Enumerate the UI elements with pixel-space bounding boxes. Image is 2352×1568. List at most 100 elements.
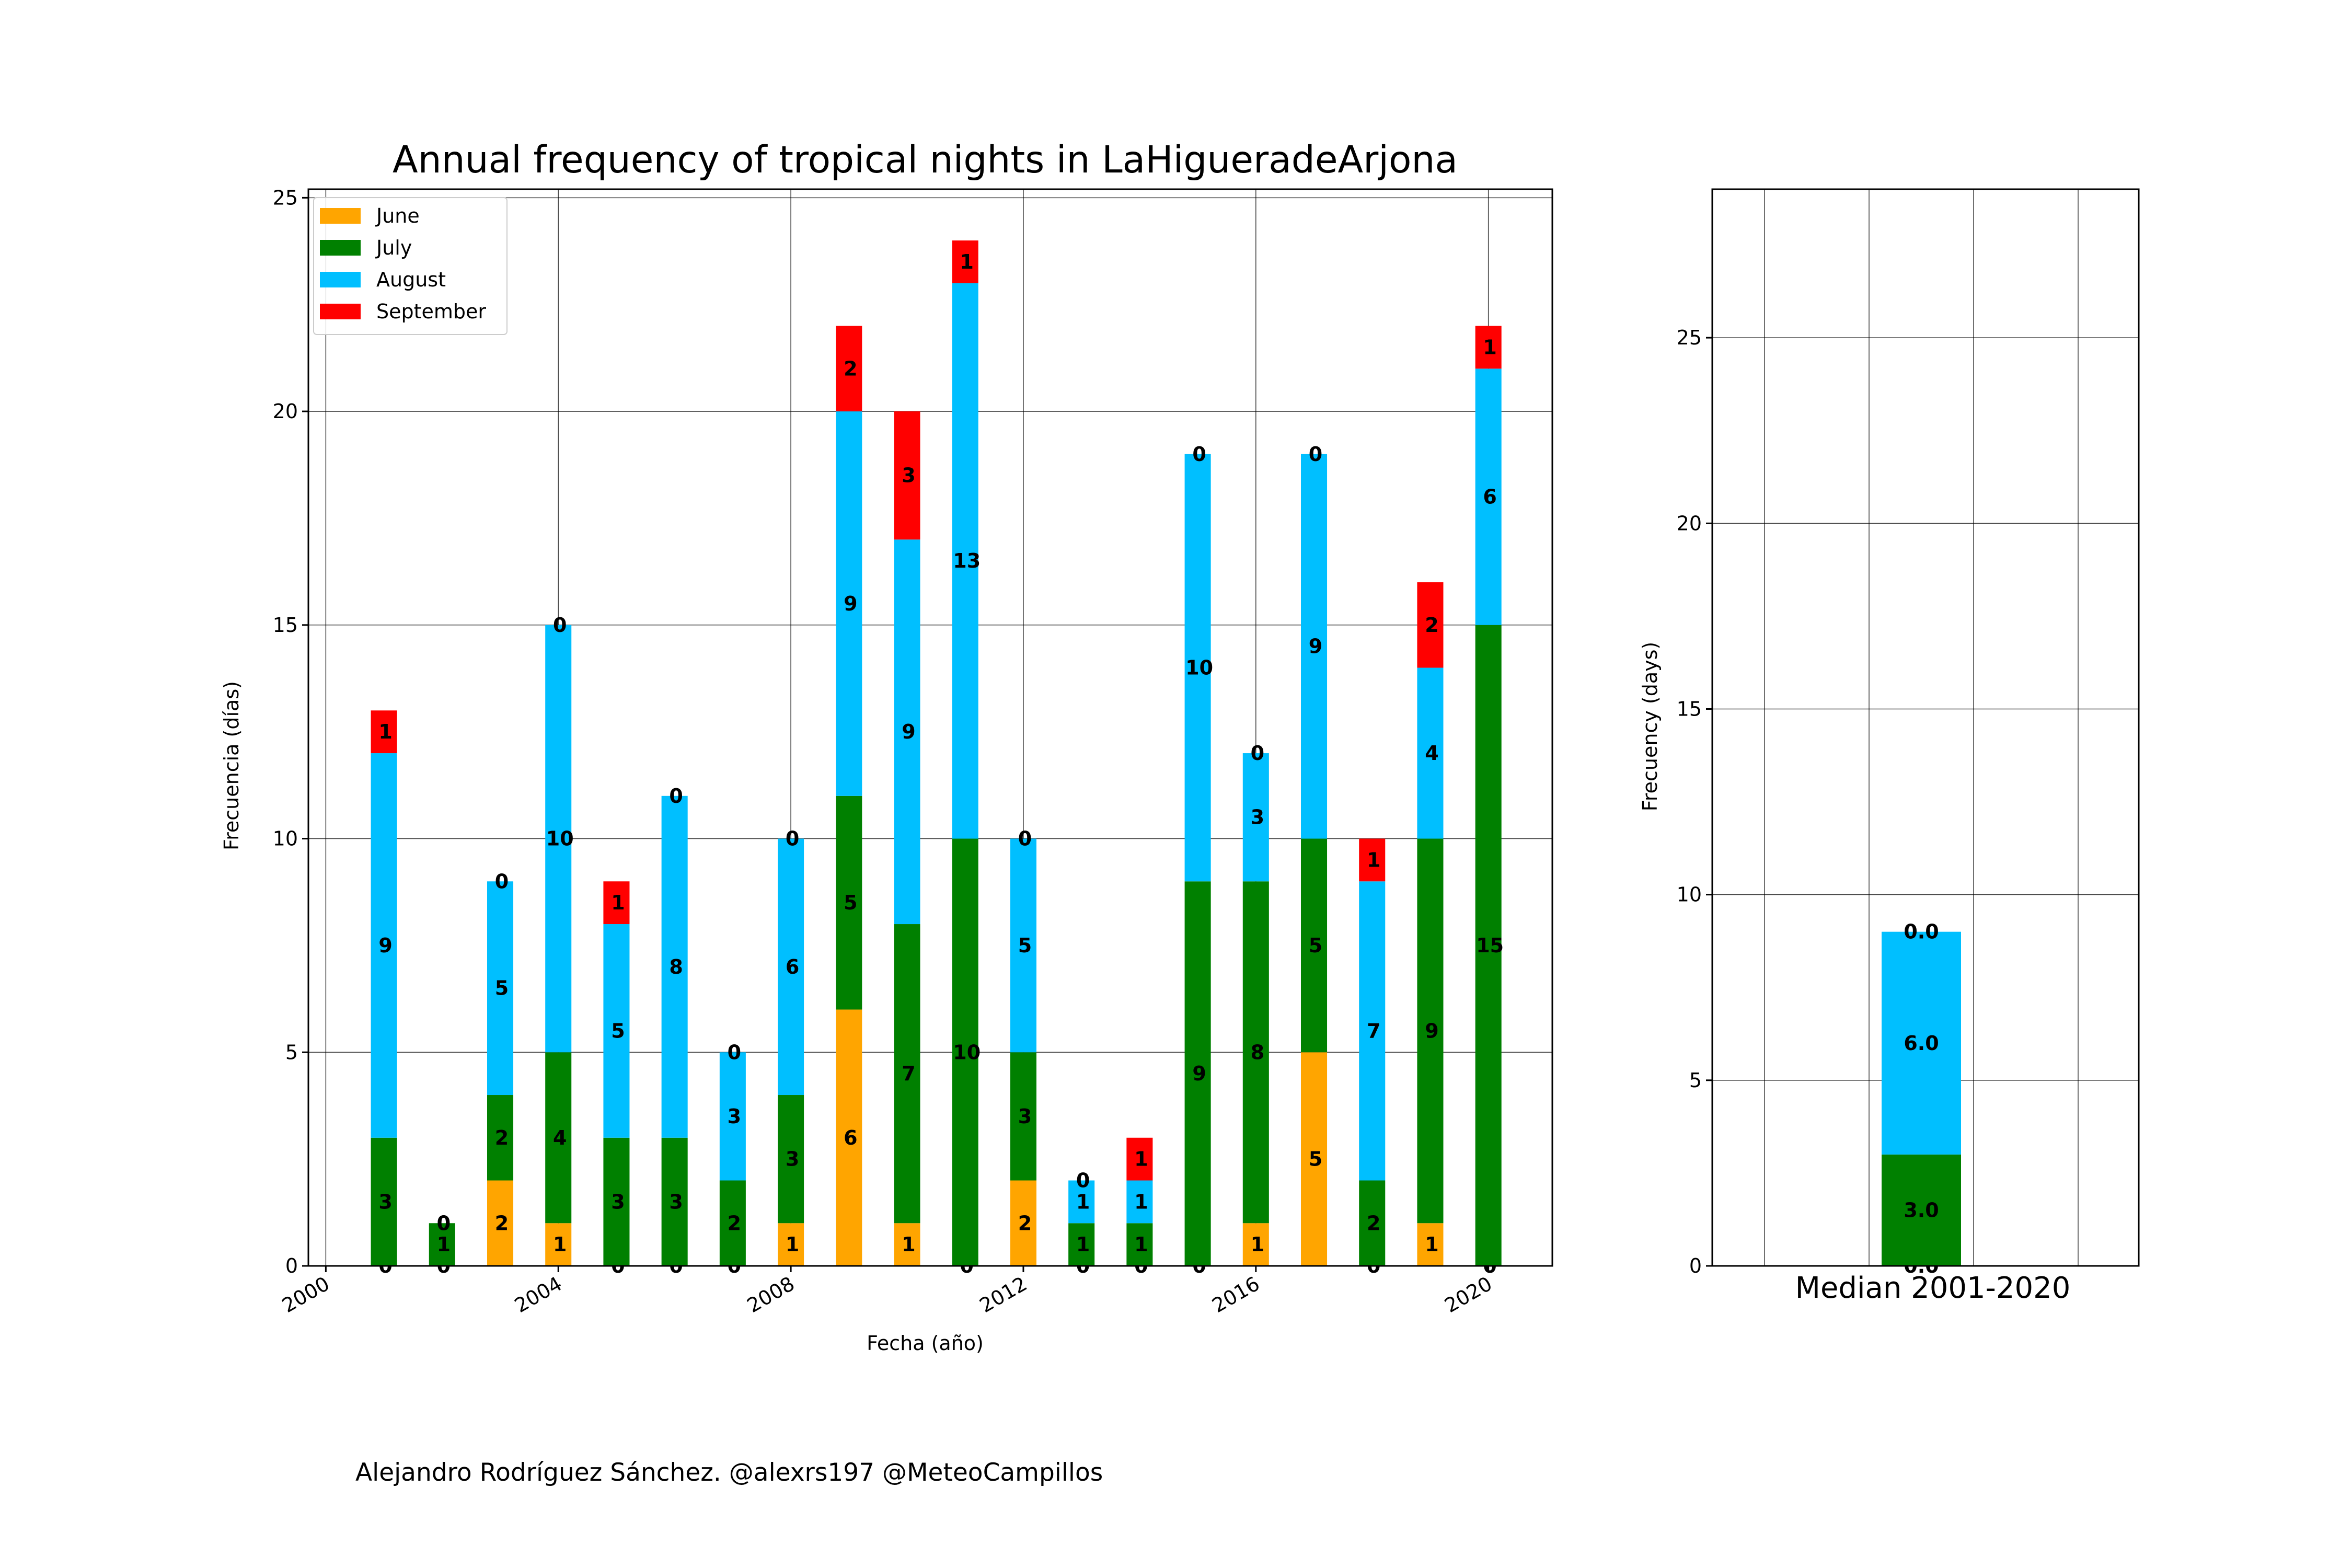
bar-segment-june-2017 — [1300, 1052, 1328, 1266]
bar-segment-september-2009 — [836, 326, 862, 412]
legend-label-june: June — [375, 204, 420, 227]
x-tick-label: 2012 — [976, 1272, 1031, 1317]
data-label: 6 — [844, 1126, 857, 1149]
data-label: 1 — [553, 1233, 567, 1256]
data-label: 2 — [1367, 1212, 1380, 1235]
data-label: 10 — [1185, 656, 1213, 679]
bar-segment-september-2019 — [1417, 582, 1444, 668]
bar-segment-july-2007 — [719, 1180, 746, 1266]
x-tick-label: 2008 — [743, 1272, 799, 1317]
x-tick-label: 2016 — [1208, 1272, 1264, 1317]
data-label: 3 — [669, 1190, 683, 1213]
credit-text: Alejandro Rodríguez Sánchez. @alexrs197 … — [355, 1458, 1103, 1487]
data-label: 3 — [1018, 1105, 1032, 1128]
data-label: 5 — [495, 977, 509, 1000]
median-data-label: 3.0 — [1904, 1198, 1939, 1221]
bar-segment-september-2018 — [1359, 838, 1386, 882]
data-label: 0 — [1251, 742, 1264, 765]
legend-label-august: August — [376, 268, 446, 291]
data-label: 6 — [1483, 486, 1496, 509]
data-label: 6 — [786, 955, 799, 978]
data-label: 7 — [1367, 1019, 1380, 1042]
x-tick-label: 2000 — [278, 1272, 333, 1317]
bar-segment-july-2012 — [1010, 1052, 1036, 1181]
bar-segment-august-2017 — [1300, 454, 1328, 839]
bar-segment-september-2010 — [894, 411, 920, 540]
legend-swatch-july — [320, 240, 361, 256]
bar-segment-august-2001 — [371, 753, 397, 1138]
bar-segment-july-2006 — [661, 1137, 688, 1266]
data-label: 8 — [1251, 1041, 1264, 1064]
median-bar-segment-july — [1882, 1154, 1961, 1266]
plot-frame — [307, 188, 1553, 1267]
data-label: 9 — [1425, 1019, 1438, 1042]
legend-swatch-september — [320, 304, 361, 319]
data-label: 9 — [378, 934, 392, 957]
data-label: 0 — [728, 1041, 741, 1064]
data-label: 3 — [902, 464, 915, 487]
bar-segment-june-2003 — [487, 1180, 514, 1266]
bar-segment-july-2014 — [1126, 1223, 1153, 1266]
bar-segment-august-2012 — [1010, 838, 1036, 1053]
bar-segment-august-2010 — [894, 539, 920, 925]
bar-segment-june-2004 — [545, 1223, 572, 1266]
annual-frequency-plot: 0391010022501410003510380023013606592179… — [273, 186, 1553, 1317]
bar-segment-june-2010 — [894, 1223, 920, 1266]
bar-segment-august-2016 — [1242, 753, 1269, 882]
data-label: 5 — [1018, 934, 1032, 957]
data-label: 2 — [844, 357, 857, 380]
data-label: 9 — [844, 592, 857, 615]
legend-swatch-august — [320, 272, 361, 287]
bar-segment-july-2004 — [545, 1052, 572, 1224]
data-label: 9 — [902, 720, 915, 743]
median-y-tick-label: 10 — [1677, 883, 1702, 906]
data-label: 2 — [495, 1212, 509, 1235]
legend: June July August September — [313, 197, 508, 335]
bar-segment-july-2001 — [371, 1137, 397, 1266]
bar-segment-july-2013 — [1068, 1223, 1095, 1266]
data-label: 2 — [1425, 614, 1438, 637]
data-label: 2 — [495, 1126, 509, 1149]
median-data-label: 0.0 — [1904, 920, 1939, 943]
data-label: 0 — [669, 785, 683, 808]
bar-segment-september-2001 — [371, 710, 397, 754]
y-tick-label: 5 — [285, 1041, 298, 1064]
median-bar-segment-august — [1882, 931, 1961, 1155]
bar-segment-june-2012 — [1010, 1180, 1036, 1266]
data-label: 10 — [953, 1041, 981, 1064]
bar-segment-august-2011 — [952, 283, 978, 839]
bar-segment-august-2013 — [1068, 1180, 1095, 1224]
bar-segment-august-2019 — [1417, 667, 1444, 839]
legend-label-july: July — [375, 236, 412, 259]
bar-segment-september-2020 — [1475, 326, 1502, 369]
x-tick-label: 2004 — [511, 1272, 566, 1317]
data-label: 13 — [953, 549, 981, 572]
data-label: 0 — [437, 1212, 451, 1235]
data-label: 10 — [546, 827, 574, 850]
bar-segment-july-2019 — [1417, 838, 1444, 1224]
bar-segment-june-2016 — [1242, 1223, 1269, 1266]
bar-segment-july-2017 — [1300, 838, 1328, 1053]
bar-segment-august-2005 — [603, 924, 630, 1138]
data-label: 1 — [902, 1233, 915, 1256]
data-label: 1 — [1134, 1233, 1148, 1256]
data-label: 0 — [1192, 443, 1206, 466]
bar-segment-july-2016 — [1242, 881, 1269, 1224]
bar-segment-august-2004 — [545, 625, 572, 1053]
data-label: 4 — [553, 1126, 567, 1149]
bar-segment-september-2011 — [952, 240, 978, 283]
data-label: 7 — [902, 1062, 915, 1085]
bar-segment-august-2006 — [661, 795, 688, 1138]
data-label: 5 — [1309, 1148, 1322, 1171]
x-axis-label: Fecha (año) — [867, 1332, 984, 1355]
y-tick-label: 20 — [273, 400, 298, 423]
median-data-label: 6.0 — [1904, 1032, 1939, 1055]
bar-segment-july-2015 — [1184, 881, 1211, 1266]
chart-title: Annual frequency of tropical nights in L… — [393, 138, 1458, 181]
median-x-axis-label: Median 2001-2020 — [1795, 1271, 2071, 1305]
bar-segment-july-2005 — [603, 1137, 630, 1266]
bar-segment-july-2010 — [894, 924, 920, 1224]
x-tick-label: 2020 — [1440, 1272, 1496, 1317]
